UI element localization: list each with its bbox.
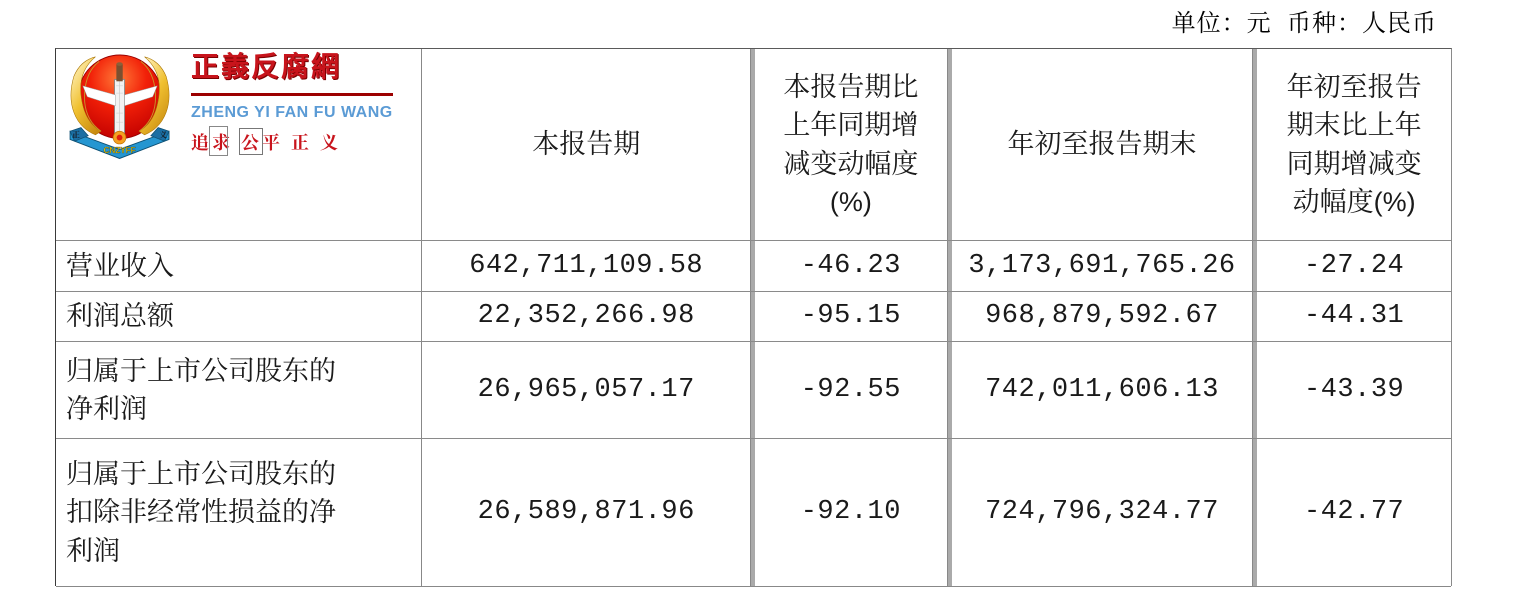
svg-text:义: 义 xyxy=(159,131,167,140)
svg-text:CNZYFF: CNZYFF xyxy=(103,146,135,155)
svg-text:正: 正 xyxy=(72,130,80,140)
